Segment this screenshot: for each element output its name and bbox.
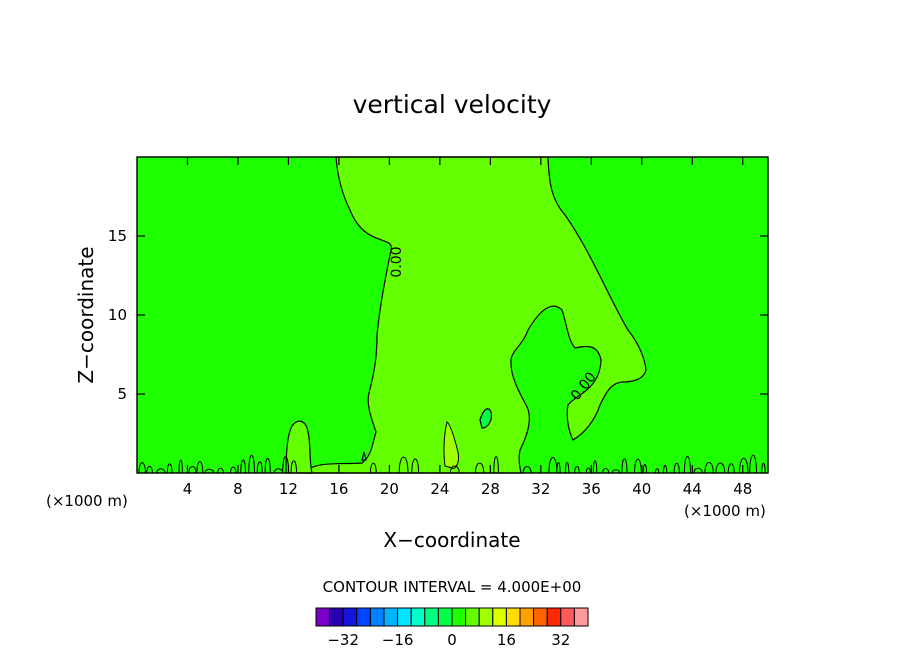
chart-title: vertical velocity xyxy=(353,90,552,119)
colorbar-swatch xyxy=(369,607,385,627)
x-unit-left: (×1000 m) xyxy=(46,492,128,510)
x-tick-label: 4 xyxy=(183,480,193,498)
x-tick-label: 20 xyxy=(380,480,399,498)
colorbar-swatch xyxy=(383,607,399,627)
x-tick-label: 40 xyxy=(632,480,651,498)
x-tick-label: 44 xyxy=(683,480,702,498)
colorbar-swatch xyxy=(397,607,412,627)
colorbar-swatch xyxy=(573,607,589,627)
y-tick-label: 15 xyxy=(108,227,127,245)
updraft-cell xyxy=(285,420,313,474)
downdraft-pocket xyxy=(479,408,493,429)
x-axis: 4 8 12 16 20 24 28 32 36 40 44 48 xyxy=(183,157,752,498)
x-tick-label: 28 xyxy=(481,480,500,498)
colorbar-tick-label: −32 xyxy=(327,631,359,649)
y-tick-label: 5 xyxy=(117,385,127,403)
contour-label: 0.00 xyxy=(389,246,405,277)
colorbar-swatch xyxy=(560,607,575,627)
colorbar-swatch xyxy=(410,607,426,627)
y-axis-label: Z−coordinate xyxy=(74,246,98,383)
surface-contour-noise xyxy=(138,454,766,474)
colorbar-swatch xyxy=(478,607,494,627)
y-tick-label: 10 xyxy=(108,306,127,324)
colorbar-swatch xyxy=(329,607,344,627)
colorbar: −32 −16 0 16 32 xyxy=(315,607,589,649)
colorbar-swatch xyxy=(505,607,521,627)
x-tick-label: 12 xyxy=(279,480,298,498)
colorbar-tick-label: 0 xyxy=(447,631,457,649)
colorbar-swatch xyxy=(465,607,480,627)
x-axis-label: X−coordinate xyxy=(383,528,520,552)
updraft-region xyxy=(297,156,647,474)
x-tick-label: 48 xyxy=(733,480,752,498)
x-tick-label: 16 xyxy=(329,480,348,498)
x-tick-label: 8 xyxy=(233,480,243,498)
downdraft-pocket xyxy=(361,451,367,461)
colorbar-swatch xyxy=(437,607,453,627)
x-tick-label: 36 xyxy=(582,480,601,498)
x-tick-label: 24 xyxy=(430,480,449,498)
colorbar-swatch xyxy=(356,607,371,627)
colorbar-swatch xyxy=(342,607,358,627)
contour-interval-label: CONTOUR INTERVAL = 4.000E+00 xyxy=(323,578,582,596)
colorbar-tick-label: 16 xyxy=(497,631,516,649)
colorbar-swatch xyxy=(492,607,507,627)
plot-area: 0.00 0.00 xyxy=(136,156,769,474)
colorbar-swatch xyxy=(519,607,535,627)
x-unit-right: (×1000 m) xyxy=(684,502,766,520)
colorbar-swatch xyxy=(451,607,467,627)
colorbar-swatch xyxy=(533,607,548,627)
colorbar-tick-label: 32 xyxy=(551,631,570,649)
colorbar-swatch xyxy=(546,607,562,627)
colorbar-swatch xyxy=(315,607,331,627)
y-axis: 5 10 15 xyxy=(108,227,768,403)
colorbar-swatch xyxy=(424,607,439,627)
x-tick-label: 32 xyxy=(531,480,550,498)
colorbar-tick-label: −16 xyxy=(382,631,414,649)
